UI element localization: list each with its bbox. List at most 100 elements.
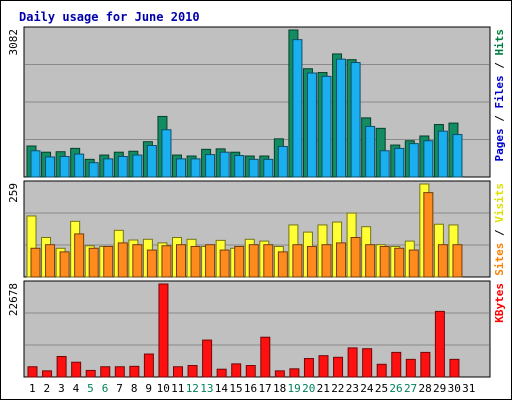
bar-kbytes-day-4 [71, 361, 82, 378]
bar-sites-day-10 [161, 245, 172, 278]
bar-files-day-6 [103, 158, 114, 178]
panel-visits-legend: Sites / Visits [493, 183, 506, 276]
x-tick-label: 31 [462, 382, 475, 395]
legend-entry: Sites [493, 243, 506, 276]
series-files [30, 39, 463, 178]
bar-files-day-14 [219, 151, 230, 178]
bar-sites-day-19 [292, 244, 303, 278]
x-tick-label: 27 [404, 382, 417, 395]
bar-sites-day-26 [394, 247, 405, 278]
bar-files-day-10 [161, 129, 172, 178]
bar-sites-day-15 [234, 245, 245, 278]
y-max-label: 22678 [7, 283, 20, 316]
legend-entry: Pages [493, 128, 506, 161]
bar-kbytes-day-20 [303, 358, 314, 378]
bar-sites-day-22 [336, 242, 347, 278]
panel-hits: 3082 Pages / Files / Hits [7, 26, 506, 178]
legend-entry: / [493, 56, 506, 76]
bar-sites-day-30 [452, 244, 463, 278]
bar-files-day-21 [321, 75, 332, 178]
bar-sites-day-25 [379, 245, 390, 278]
bar-sites-day-24 [365, 244, 376, 278]
bar-files-day-1 [30, 150, 41, 178]
x-tick-label: 23 [346, 382, 359, 395]
x-tick-label: 24 [360, 382, 374, 395]
panel-hits-legend: Pages / Files / Hits [493, 29, 506, 162]
bar-kbytes-day-17 [260, 336, 271, 378]
x-tick-label: 21 [317, 382, 330, 395]
bar-files-day-2 [45, 156, 56, 178]
panels-layer: 3082 Pages / Files / Hits 259 Sites / Visit… [7, 26, 506, 378]
x-tick-label: 2 [44, 382, 51, 395]
bar-sites-day-4 [74, 233, 85, 278]
bar-sites-day-8 [132, 244, 143, 278]
bar-files-day-3 [59, 155, 70, 178]
bar-kbytes-day-27 [405, 358, 416, 378]
bar-files-day-5 [88, 162, 99, 178]
bar-sites-day-28 [423, 192, 434, 278]
bar-files-day-18 [277, 145, 288, 178]
x-tick-label: 11 [171, 382, 184, 395]
bar-kbytes-day-8 [129, 365, 140, 378]
bar-files-day-9 [146, 145, 157, 178]
series-sites [30, 192, 463, 278]
bar-sites-day-11 [176, 244, 186, 278]
bar-kbytes-day-1 [27, 366, 38, 378]
series-kbytes [27, 283, 460, 378]
bar-kbytes-day-29 [434, 310, 445, 378]
bar-kbytes-day-12 [187, 365, 198, 378]
x-tick-label: 4 [73, 382, 80, 395]
bar-files-day-4 [74, 153, 85, 178]
x-tick-label: 30 [448, 382, 461, 395]
bar-files-day-29 [437, 130, 448, 178]
bar-kbytes-day-23 [347, 347, 358, 378]
legend-entry: Files [493, 75, 506, 108]
bar-sites-day-1 [30, 247, 41, 278]
panel-kbytes-background [23, 280, 491, 378]
y-max-label: 259 [7, 183, 20, 203]
bar-kbytes-day-21 [318, 355, 329, 378]
x-tick-label: 1 [29, 382, 36, 395]
bar-files-day-26 [394, 147, 405, 178]
bar-kbytes-day-7 [114, 366, 125, 378]
panel-visits: 259 Sites / Visits [7, 180, 506, 278]
x-tick-label: 12 [186, 382, 199, 395]
x-tick-label: 20 [302, 382, 315, 395]
bar-files-day-12 [190, 158, 201, 178]
x-tick-label: 7 [116, 382, 123, 395]
bar-sites-day-20 [306, 245, 317, 278]
x-axis-labels: 1 2 3 4 5 6 7 8 9 10 11 12 13 14 15 16 17 18 19 20 21 22 23 24 2… [29, 382, 475, 395]
chart-title: Daily usage for June 2010 [19, 10, 200, 24]
bar-files-day-8 [132, 154, 143, 178]
bar-sites-day-29 [437, 244, 448, 278]
legend-entry: Hits [493, 29, 506, 56]
bar-files-day-20 [306, 72, 317, 178]
legend-entry: / [493, 223, 506, 243]
bar-sites-day-14 [219, 249, 230, 278]
bar-sites-day-27 [408, 249, 419, 278]
bar-kbytes-day-16 [245, 365, 256, 378]
bar-kbytes-day-10 [158, 283, 169, 378]
bar-kbytes-day-15 [231, 363, 242, 378]
bar-sites-day-18 [277, 251, 288, 278]
bar-sites-day-6 [103, 245, 114, 278]
bar-files-day-7 [117, 155, 128, 178]
bar-kbytes-day-13 [202, 339, 213, 378]
bar-kbytes-day-22 [333, 356, 344, 378]
bar-sites-day-3 [59, 251, 70, 278]
x-tick-label: 8 [131, 382, 138, 395]
bar-files-day-25 [379, 150, 390, 178]
x-tick-label: 14 [215, 382, 229, 395]
bar-files-day-11 [176, 158, 186, 178]
x-tick-label: 17 [258, 382, 271, 395]
bar-files-day-22 [336, 58, 347, 178]
y-max-label: 3082 [7, 29, 20, 56]
bar-files-day-23 [350, 62, 361, 178]
x-tick-label: 13 [200, 382, 213, 395]
bar-sites-day-12 [190, 245, 201, 278]
bar-kbytes-day-24 [362, 348, 373, 378]
bar-files-day-16 [248, 158, 259, 178]
x-tick-label: 10 [157, 382, 170, 395]
x-tick-label: 3 [58, 382, 65, 395]
